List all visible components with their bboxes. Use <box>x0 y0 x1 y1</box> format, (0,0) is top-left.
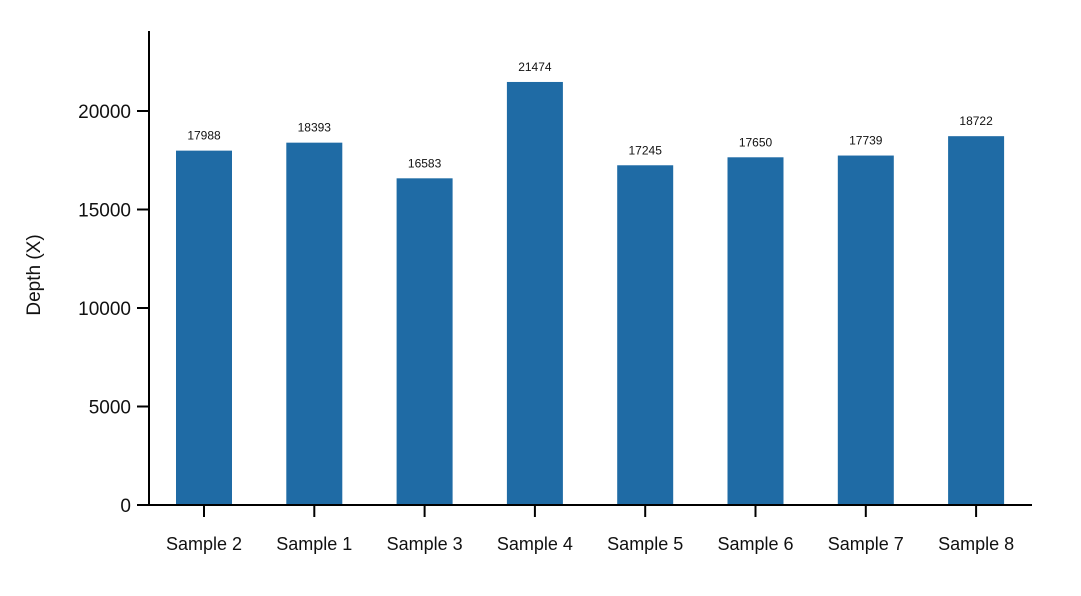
data-label: 17739 <box>849 134 883 148</box>
data-labels-group: 17988 18393 16583 21474 17245 17650 17739 18722 <box>187 60 993 170</box>
y-axis-title: Depth (X) <box>24 234 45 315</box>
x-tick-label: Sample 5 <box>607 534 683 554</box>
x-tick-label: Sample 2 <box>166 534 242 554</box>
y-tick-label: 15000 <box>78 201 131 222</box>
bar-sample-5 <box>617 165 674 505</box>
x-ticks-group: Sample 2 Sample 1 Sample 3 Sample 4 Sample 5… <box>166 505 1014 554</box>
bar-sample-1 <box>286 142 343 505</box>
data-label: 16583 <box>408 156 442 170</box>
data-label: 17245 <box>629 143 663 157</box>
x-tick-label: Sample 1 <box>276 534 352 554</box>
data-label: 18722 <box>959 114 993 128</box>
axes-group <box>148 31 1032 506</box>
x-tick-label: Sample 4 <box>497 534 573 554</box>
data-label: 17988 <box>187 129 221 143</box>
y-tick-label: 10000 <box>78 299 131 320</box>
bar-sample-4 <box>506 81 563 506</box>
x-tick-label: Sample 3 <box>387 534 463 554</box>
y-tick-label: 0 <box>120 496 131 517</box>
bar-sample-6 <box>727 157 784 506</box>
x-tick-label: Sample 6 <box>717 534 793 554</box>
bar-sample-2 <box>176 150 232 505</box>
x-tick-label: Sample 8 <box>938 534 1014 554</box>
y-tick-label: 20000 <box>78 102 131 123</box>
x-tick-label: Sample 7 <box>828 534 904 554</box>
bar-sample-3 <box>396 178 453 506</box>
data-label: 18393 <box>298 121 332 135</box>
bar-sample-7 <box>837 155 894 506</box>
data-label: 17650 <box>739 135 773 149</box>
y-tick-label: 5000 <box>89 398 131 419</box>
bar-sample-8 <box>948 136 1005 505</box>
y-ticks-group: 0 5000 10000 15000 20000 <box>78 102 149 517</box>
bars-group <box>176 81 1005 506</box>
data-label: 21474 <box>518 60 552 74</box>
